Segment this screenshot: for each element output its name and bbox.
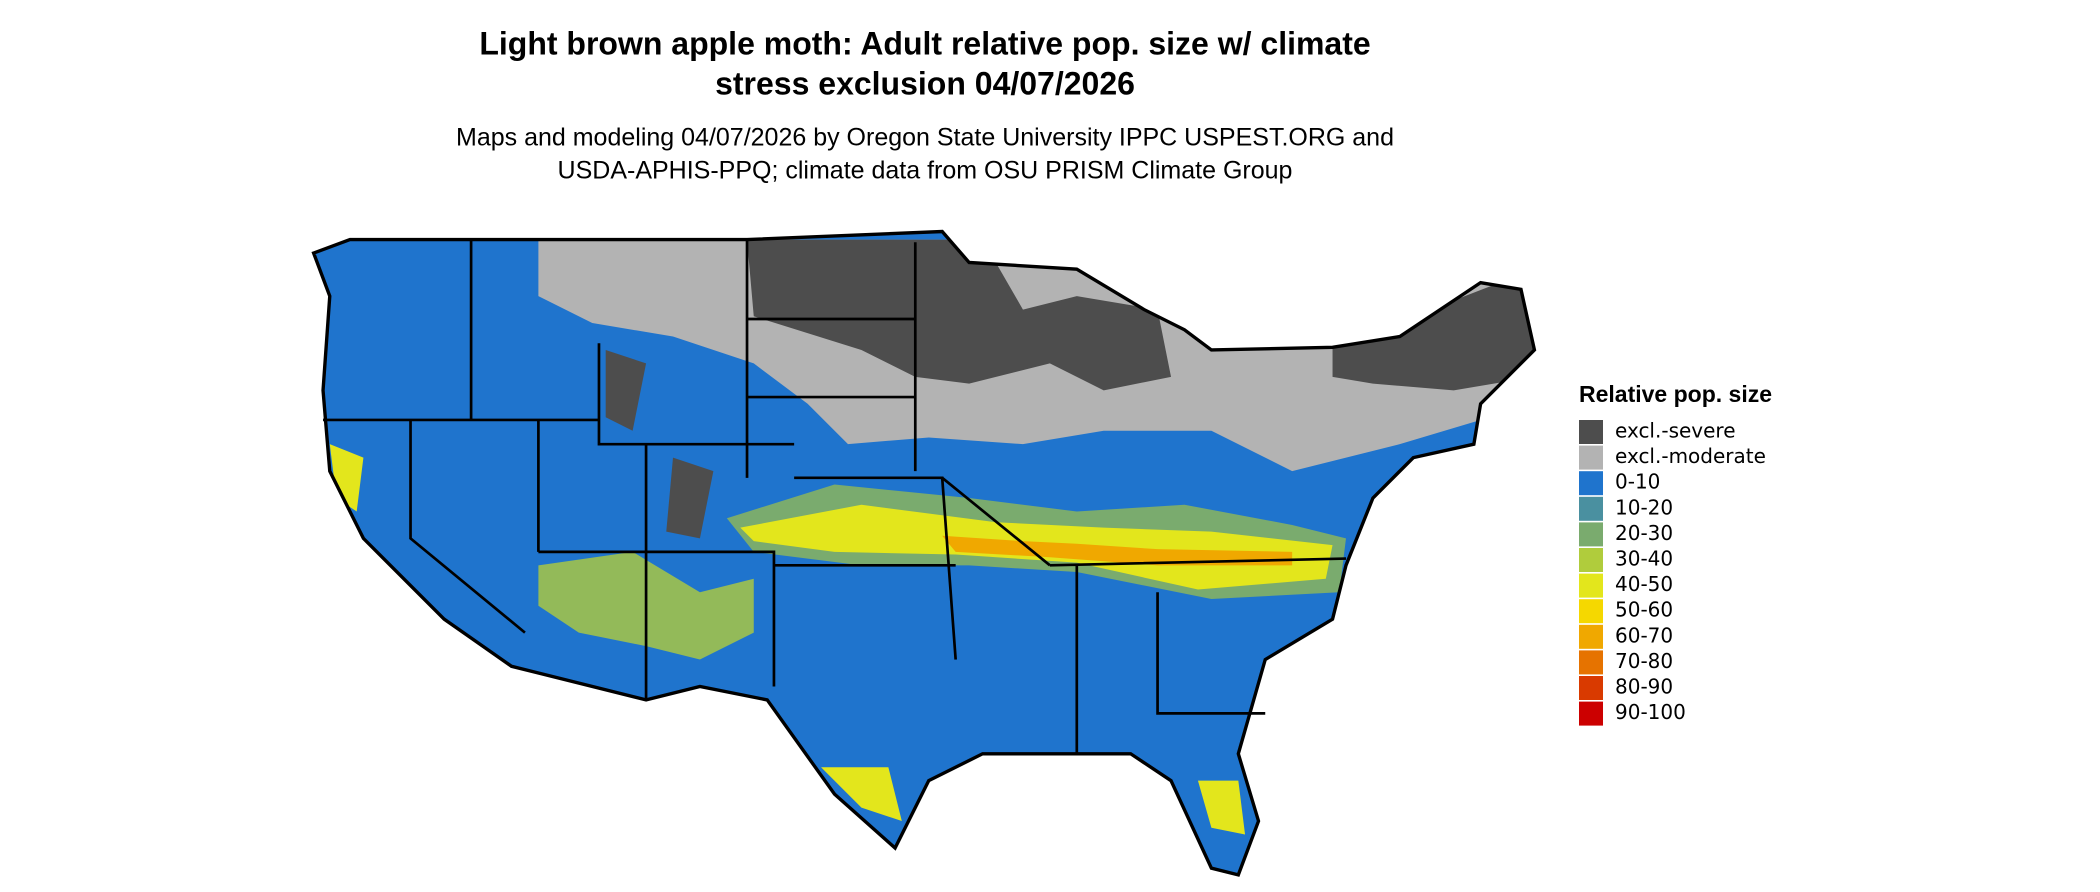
legend-label: 70-80	[1615, 649, 1673, 673]
legend-swatch	[1579, 522, 1603, 547]
legend-swatch	[1579, 624, 1603, 649]
legend-label: 80-90	[1615, 675, 1673, 699]
legend-swatch	[1579, 599, 1603, 624]
state-borders	[323, 239, 1347, 754]
legend-label: 50-60	[1615, 598, 1673, 622]
legend-label: 90-100	[1615, 700, 1686, 724]
legend-label: 20-30	[1615, 521, 1673, 545]
legend-label: excl.-moderate	[1615, 444, 1766, 468]
legend-swatch	[1579, 573, 1603, 598]
legend-swatch	[1579, 701, 1603, 726]
legend-swatch	[1579, 420, 1603, 444]
legend-label: 10-20	[1615, 495, 1673, 519]
legend-swatch	[1579, 445, 1603, 470]
legend-label: 60-70	[1615, 623, 1673, 647]
legend-swatch	[1579, 471, 1603, 496]
title-line: stress exclusion 04/07/2026	[715, 65, 1135, 101]
legend-label: 0-10	[1615, 470, 1660, 494]
subtitle-line: USDA-APHIS-PPQ; climate data from OSU PR…	[558, 157, 1293, 185]
title-line: Light brown apple moth: Adult relative p…	[479, 25, 1370, 61]
subtitle-line: Maps and modeling 04/07/2026 by Oregon S…	[456, 124, 1394, 152]
legend-label: excl.-severe	[1615, 419, 1736, 443]
legend-title: Relative pop. size	[1579, 381, 1772, 407]
legend-label: 40-50	[1615, 572, 1673, 596]
legend-swatch	[1579, 496, 1603, 521]
legend-swatch	[1579, 676, 1603, 700]
legend: excl.-severeexcl.-moderate0-1010-2020-30…	[1579, 419, 1766, 726]
legend-swatch	[1579, 548, 1603, 572]
map	[311, 229, 1537, 877]
legend-swatch	[1579, 650, 1603, 675]
legend-label: 30-40	[1615, 547, 1673, 571]
